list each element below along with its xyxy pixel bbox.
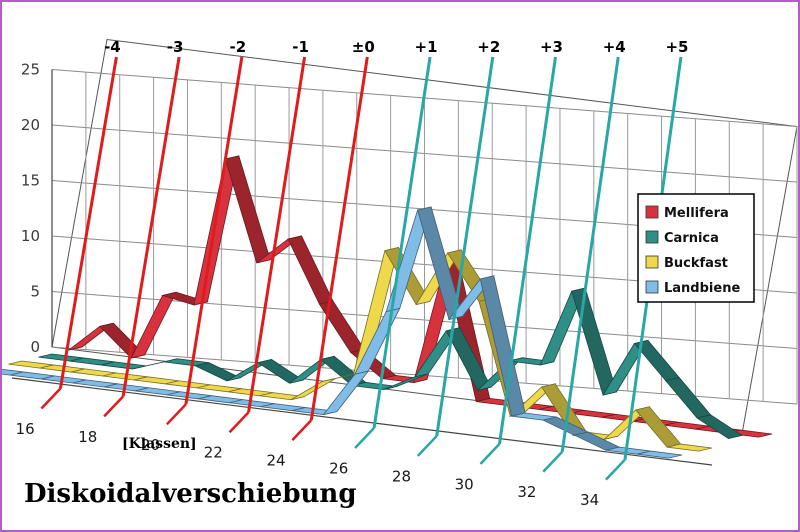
shift-marker-foot — [354, 427, 375, 449]
shift-marker-foot — [103, 395, 125, 418]
legend-swatch — [645, 230, 659, 244]
shift-marker-line — [372, 56, 432, 429]
shift-marker-foot — [479, 442, 501, 465]
y-tick-label: 0 — [30, 338, 40, 356]
y-axis-ticks: 0 5 10 15 20 25 — [21, 61, 40, 357]
shift-marker-label: -4 — [104, 38, 121, 56]
x-tick-label: 16 — [16, 420, 35, 438]
shift-marker-label: -3 — [167, 38, 184, 56]
x-tick-label: 32 — [517, 483, 536, 501]
shift-marker-foot — [416, 435, 438, 457]
shift-marker-label: -2 — [230, 38, 247, 56]
x-axis-ticks: 1416182022242628303234 — [16, 420, 600, 509]
shift-marker-line — [309, 56, 369, 421]
chart-title: Diskoidalverschiebung — [24, 479, 357, 509]
chart-grid — [11, 69, 798, 466]
floor-front-edge — [11, 377, 713, 466]
shift-marker-label: +2 — [477, 38, 500, 56]
x-tick-label: 24 — [266, 452, 285, 470]
shift-marker-line — [435, 56, 495, 437]
y-tick-label: 10 — [21, 227, 40, 245]
shift-marker-line — [184, 56, 244, 405]
shift-marker-line — [247, 56, 307, 413]
x-tick-label: 34 — [580, 491, 599, 509]
shift-marker-label: +5 — [665, 38, 688, 56]
legend-swatch — [645, 205, 659, 219]
shift-marker-label: ±0 — [352, 38, 375, 56]
series-segment — [696, 414, 743, 440]
x-axis-label: [Klassen] — [122, 436, 197, 452]
shift-markers: -4 -3 -2 -1 ±0 +1 +2 +3 +4 +5 — [40, 38, 688, 481]
shift-marker-foot — [228, 411, 250, 434]
shift-marker-label: +1 — [415, 38, 438, 56]
legend-label: Buckfast — [664, 256, 728, 271]
series-segment — [667, 443, 713, 452]
y-tick-label: 15 — [21, 172, 40, 190]
shift-marker-label: -1 — [292, 38, 309, 56]
legend: Mellifera Carnica Buckfast Landbiene — [637, 193, 755, 303]
legend-label: Carnica — [664, 231, 719, 246]
shift-marker-foot — [542, 450, 564, 473]
x-tick-label: 18 — [78, 428, 97, 446]
shift-marker-foot — [165, 403, 187, 426]
series-segment — [637, 450, 683, 459]
y-tick-label: 5 — [30, 283, 40, 301]
shift-marker-line — [498, 56, 557, 445]
legend-label: Landbiene — [664, 281, 740, 296]
x-tick-label: 30 — [455, 475, 474, 493]
legend-swatch — [645, 280, 659, 294]
shift-marker-foot — [291, 419, 313, 441]
y-tick-label: 20 — [21, 116, 40, 134]
x-tick-label: 26 — [329, 460, 348, 478]
x-tick-label: 20 — [141, 436, 160, 454]
series-group — [2, 155, 773, 459]
y-tick-label: 25 — [21, 61, 40, 79]
shift-marker-line — [560, 56, 620, 452]
legend-swatch — [645, 255, 659, 269]
legend-label: Mellifera — [664, 206, 729, 221]
shift-marker-label: +4 — [603, 38, 626, 56]
x-tick-label: 28 — [392, 467, 411, 485]
x-tick-label: 22 — [204, 444, 223, 462]
shift-marker-foot — [605, 458, 626, 481]
shift-marker-line — [58, 56, 118, 389]
shift-marker-foot — [40, 387, 62, 410]
shift-marker-line — [121, 56, 181, 397]
shift-marker-label: +3 — [540, 38, 563, 56]
